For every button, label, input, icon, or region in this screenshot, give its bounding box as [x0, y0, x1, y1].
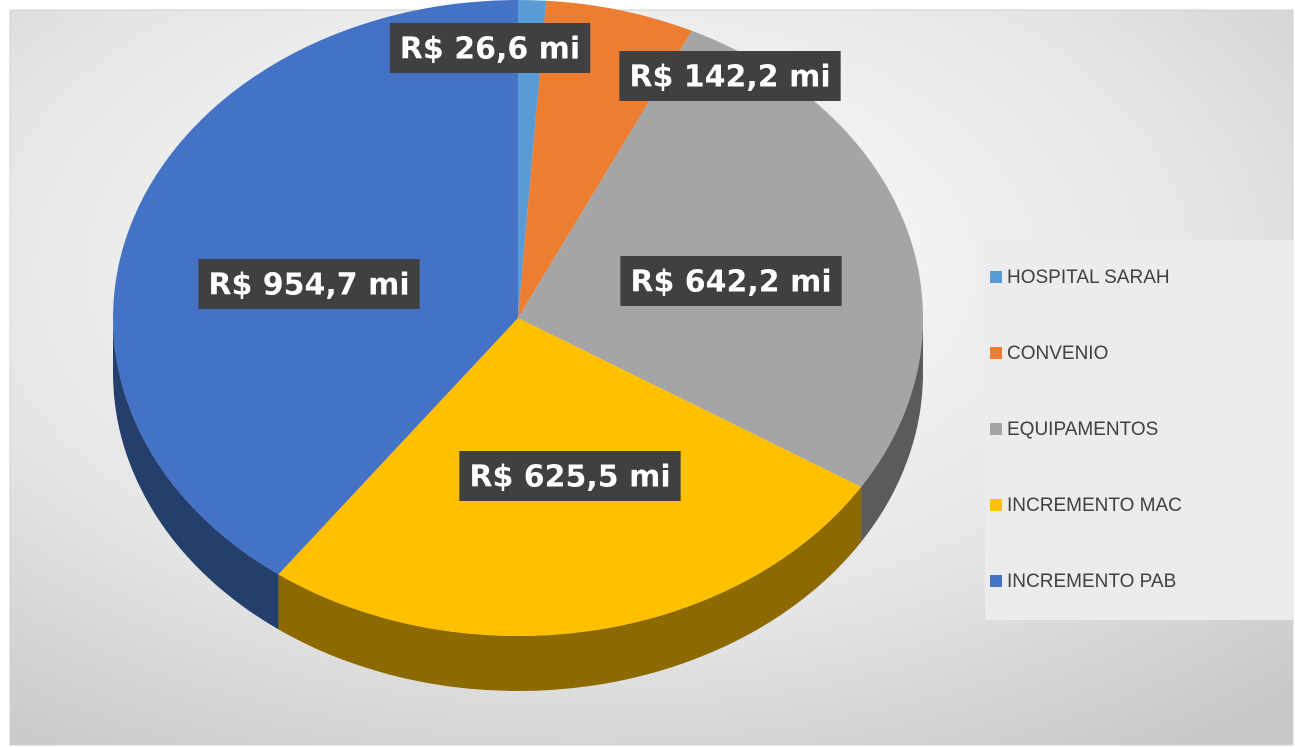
- data-label: R$ 625,5 mi: [459, 451, 681, 501]
- data-label-text: R$ 954,7 mi: [208, 268, 409, 303]
- data-labels: R$ 26,6 mi R$ 142,2 mi R$ 642,2 mi R$ 625,5…: [198, 23, 842, 501]
- legend-box: [985, 240, 1293, 620]
- data-label-text: R$ 642,2 mi: [630, 265, 831, 300]
- legend-label: INCREMENTO MAC: [1007, 495, 1182, 516]
- data-label: R$ 954,7 mi: [198, 259, 420, 309]
- data-label: R$ 642,2 mi: [620, 256, 842, 306]
- data-label-bg: [459, 451, 681, 501]
- data-label: R$ 142,2 mi: [619, 51, 841, 101]
- legend-swatch: [990, 499, 1002, 511]
- data-label-bg: [619, 51, 841, 101]
- legend-swatch: [990, 575, 1002, 587]
- pie-sides: [113, 318, 923, 692]
- data-label-bg: [389, 23, 591, 73]
- legend-swatch: [990, 271, 1002, 283]
- data-label-text: R$ 625,5 mi: [469, 460, 670, 495]
- legend-label: EQUIPAMENTOS: [1007, 419, 1158, 440]
- slice-side: [861, 318, 923, 542]
- legend-label: HOSPITAL SARAH: [1007, 267, 1170, 288]
- data-label: R$ 26,6 mi: [389, 23, 591, 73]
- legend-swatch: [990, 347, 1002, 359]
- slice-side: [113, 318, 279, 630]
- data-label-bg: [620, 256, 842, 306]
- slice-side: [278, 486, 862, 692]
- legend-swatch: [990, 423, 1002, 435]
- legend-label: CONVENIO: [1007, 343, 1108, 364]
- slice: [518, 0, 547, 318]
- legend: HOSPITAL SARAH CONVENIO EQUIPAMENTOS INCREM…: [990, 267, 1182, 592]
- data-label-text: R$ 142,2 mi: [629, 60, 830, 95]
- data-label-text: R$ 26,6 mi: [400, 32, 580, 67]
- legend-label: INCREMENTO PAB: [1007, 571, 1176, 592]
- data-label-bg: [198, 259, 420, 309]
